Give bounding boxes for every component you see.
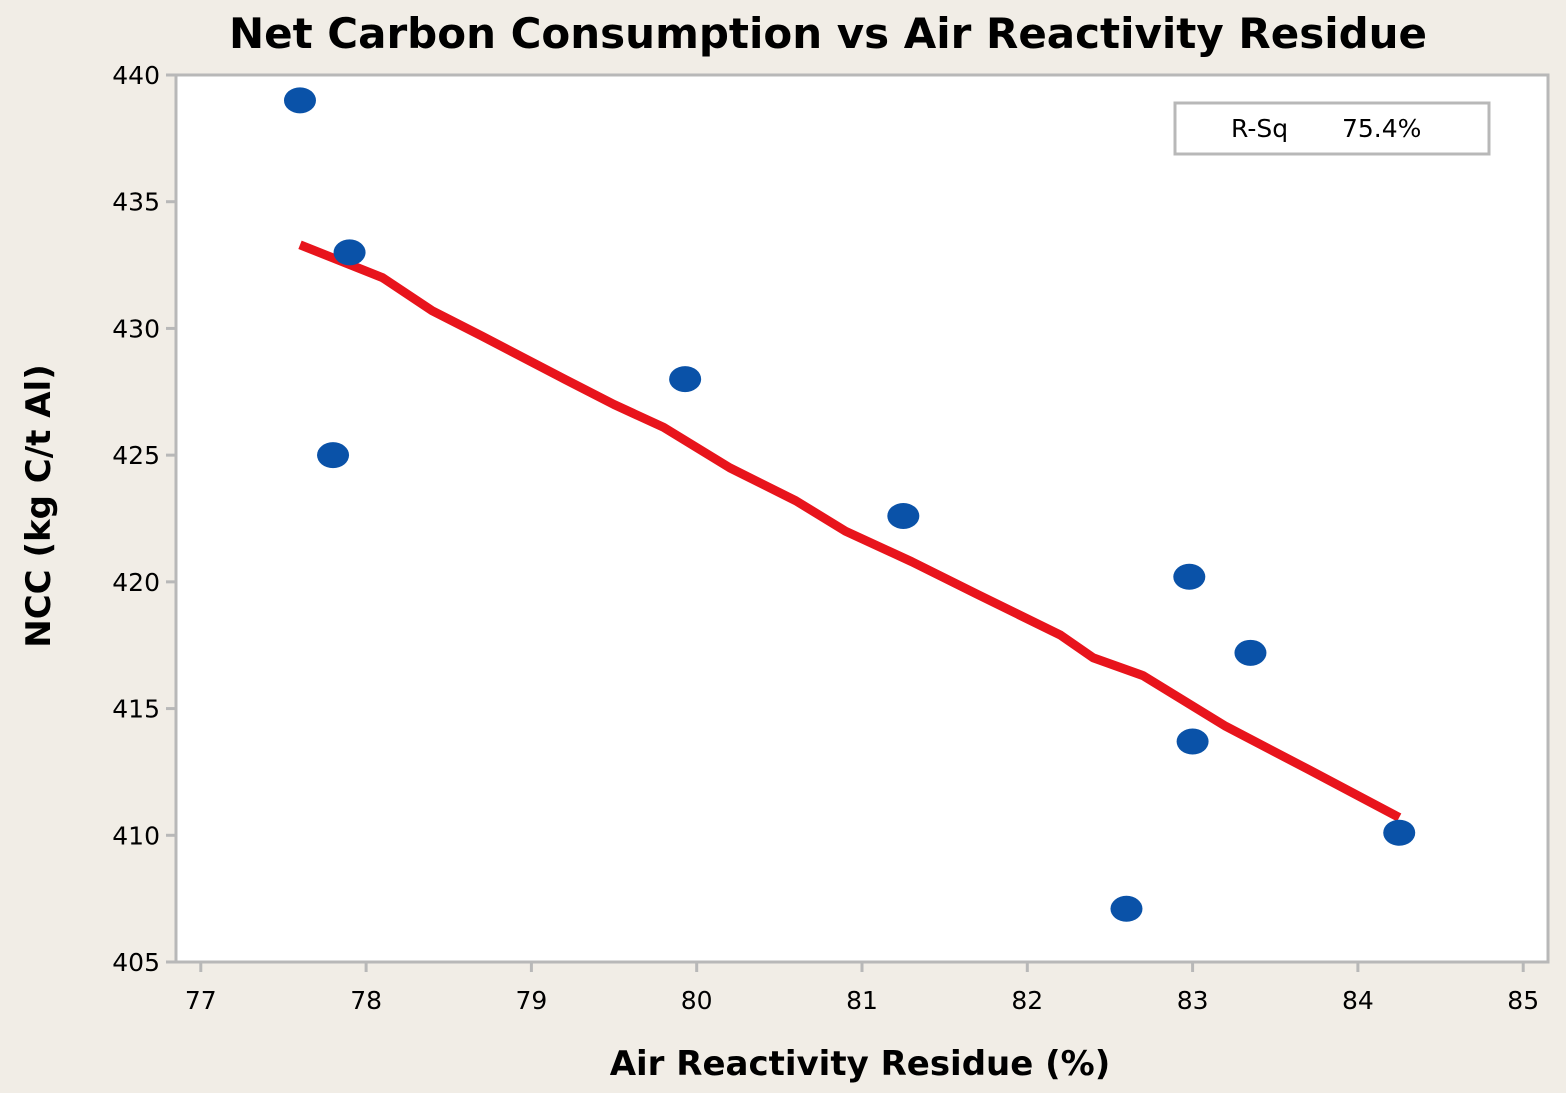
y-tick-label: 425 bbox=[112, 441, 160, 470]
legend-label: R-Sq bbox=[1231, 114, 1288, 143]
y-tick-label: 430 bbox=[112, 314, 160, 343]
x-axis: 77 78 79 80 81 82 83 84 85 bbox=[185, 962, 1539, 1015]
x-tick-label: 83 bbox=[1177, 986, 1209, 1015]
data-point bbox=[317, 442, 350, 469]
y-tick-label: 410 bbox=[112, 821, 160, 850]
data-point bbox=[1173, 563, 1206, 590]
y-tick-label: 440 bbox=[112, 61, 160, 90]
x-tick-label: 80 bbox=[681, 986, 713, 1015]
legend-box bbox=[1173, 101, 1491, 156]
points-group bbox=[283, 87, 1416, 922]
y-tick-label: 420 bbox=[112, 568, 160, 597]
y-tick-label: 415 bbox=[112, 695, 160, 724]
data-point bbox=[283, 87, 316, 114]
fit-line bbox=[298, 240, 1402, 822]
y-tick-label: 435 bbox=[112, 188, 160, 217]
x-tick-label: 78 bbox=[350, 986, 382, 1015]
x-tick-label: 82 bbox=[1011, 986, 1043, 1015]
x-tick-label: 81 bbox=[846, 986, 878, 1015]
y-tick-label: 405 bbox=[112, 948, 160, 977]
data-point bbox=[333, 239, 366, 266]
data-point bbox=[1110, 895, 1143, 922]
y-axis: 405 410 415 420 425 430 435 440 bbox=[112, 61, 176, 977]
legend: R-Sq 75.4% bbox=[1173, 101, 1491, 156]
legend-value: 75.4% bbox=[1342, 114, 1421, 143]
data-point bbox=[1234, 639, 1267, 666]
data-point bbox=[887, 502, 920, 529]
x-tick-label: 79 bbox=[515, 986, 547, 1015]
plot-area bbox=[174, 73, 1550, 964]
y-axis-label: NCC (kg C/t Al) bbox=[19, 364, 59, 648]
x-tick-label: 77 bbox=[185, 986, 217, 1015]
data-point bbox=[669, 366, 702, 393]
chart-title: Net Carbon Consumption vs Air Reactivity… bbox=[229, 9, 1427, 58]
x-tick-label: 85 bbox=[1507, 986, 1539, 1015]
fit-line-group bbox=[298, 240, 1402, 822]
data-point bbox=[1383, 819, 1416, 846]
x-axis-label: Air Reactivity Residue (%) bbox=[610, 1044, 1111, 1084]
data-point bbox=[1176, 728, 1209, 755]
x-tick-label: 84 bbox=[1342, 986, 1374, 1015]
